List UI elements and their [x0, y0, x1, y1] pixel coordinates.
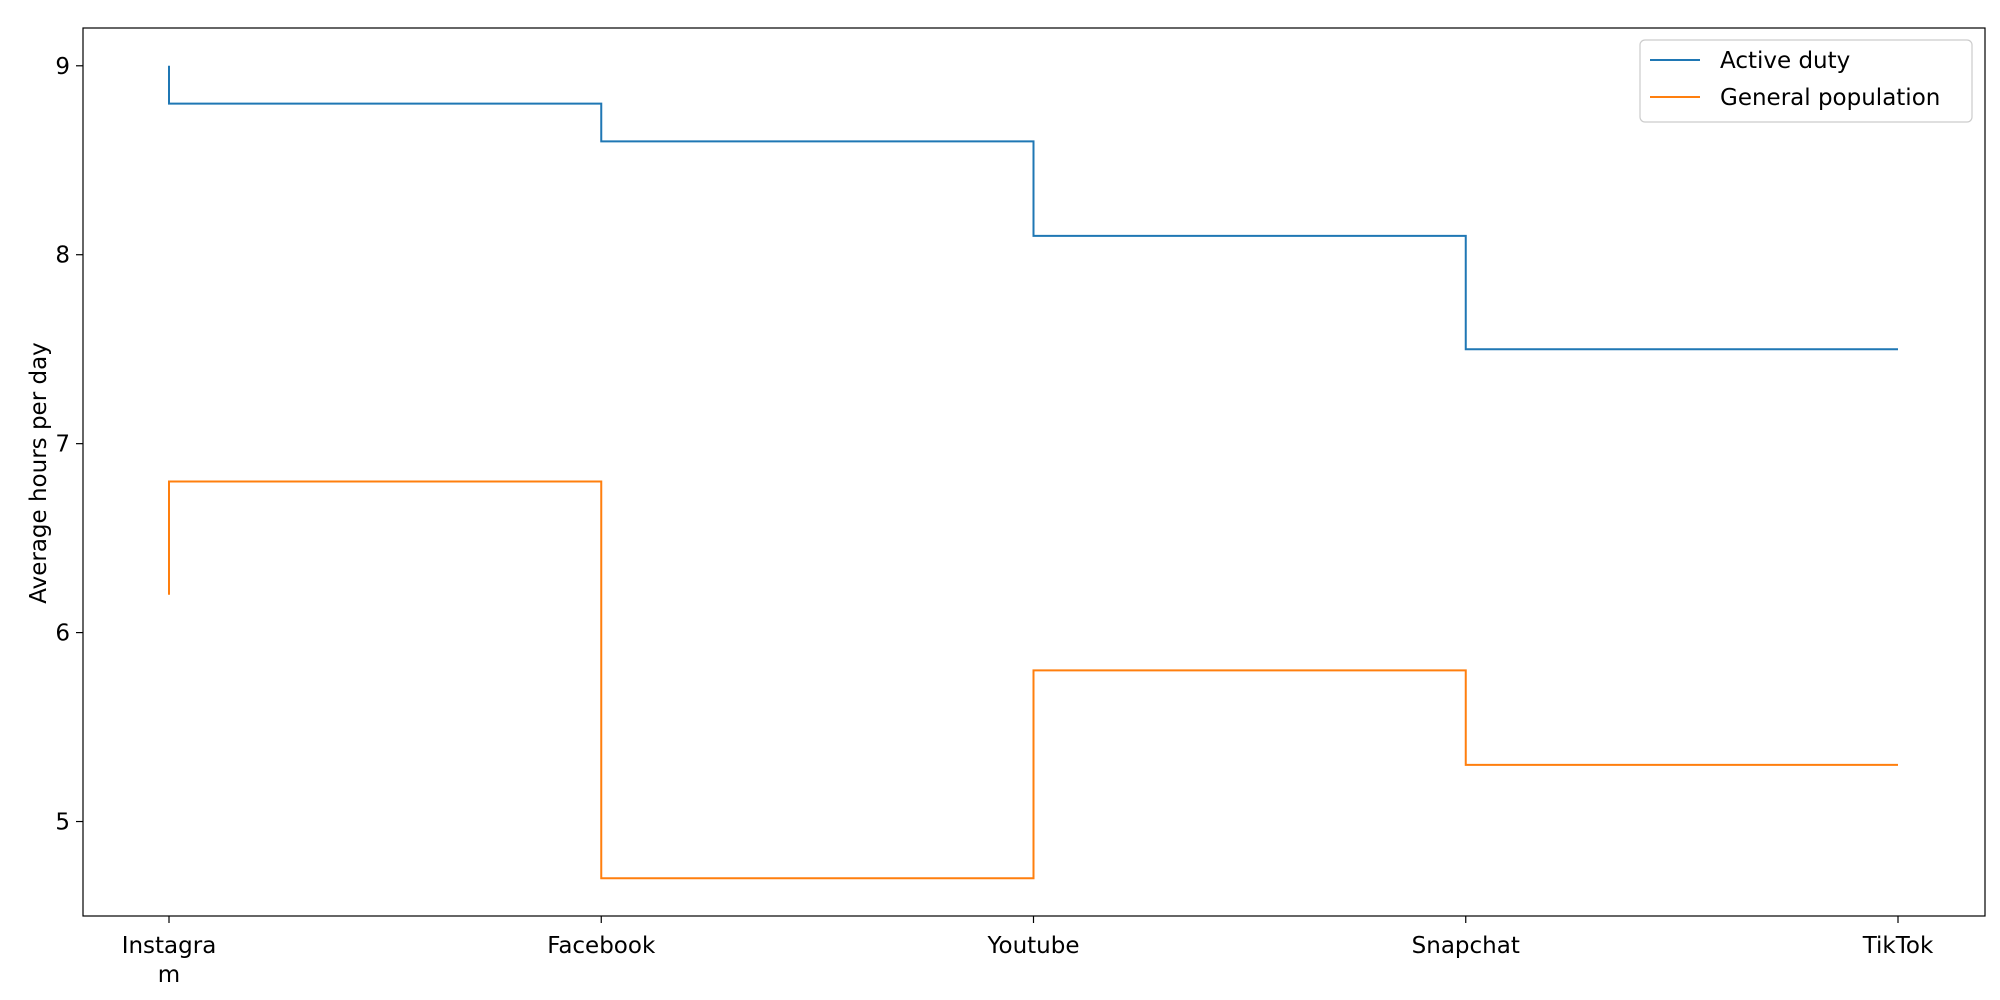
y-tick-label: 7: [55, 432, 70, 458]
x-tick-label: Youtube: [987, 933, 1080, 959]
legend-label: Active duty: [1720, 48, 1850, 74]
y-tick-label: 6: [55, 621, 70, 647]
legend-box: [1639, 39, 1973, 123]
y-tick-label: 8: [55, 243, 70, 269]
y-tick-label: 5: [55, 810, 70, 836]
y-axis: 5 6 7 8 9: [55, 54, 83, 836]
series-line-2: [168, 480, 1898, 880]
y-axis-label: Average hours per day: [26, 342, 52, 604]
series-line-1: [168, 65, 1898, 351]
x-axis: Instagra m Facebook Youtube Snapchat TikTok: [122, 916, 1934, 988]
x-tick-label: Snapchat: [1412, 933, 1520, 959]
legend: Active duty General population: [1639, 39, 1973, 123]
x-tick-label: TikTok: [1862, 933, 1934, 959]
x-tick-label: Facebook: [547, 933, 656, 959]
x-tick-label: Instagra m: [122, 933, 217, 988]
y-tick-label: 9: [55, 54, 70, 80]
legend-label: General population: [1720, 85, 1940, 111]
